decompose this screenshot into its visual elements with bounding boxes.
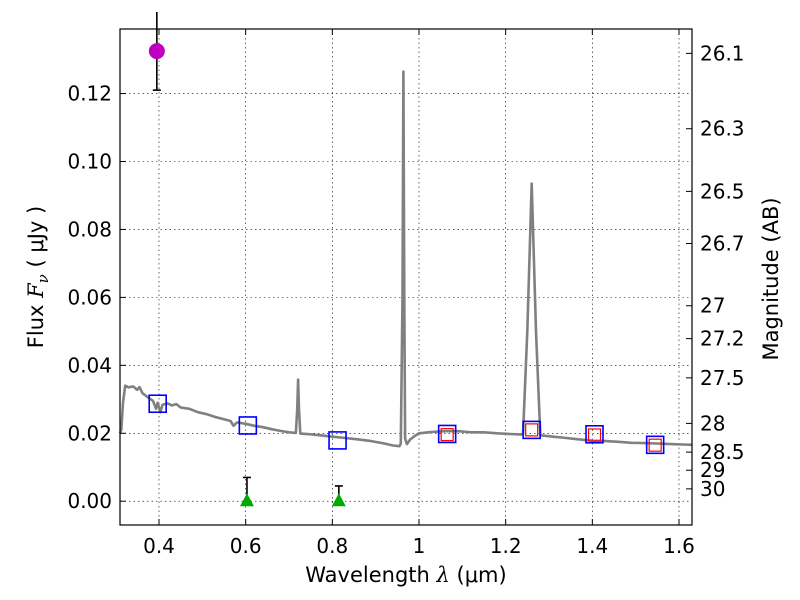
observed-photometry-square bbox=[648, 438, 662, 452]
plot-frame bbox=[119, 28, 693, 526]
magnitude-tick-label: 26.1 bbox=[700, 41, 745, 65]
y-axis-label-suffix: ( μJy ) bbox=[24, 206, 48, 274]
x-tick-label: 0.4 bbox=[143, 534, 175, 558]
magnitude-tick-label: 26.3 bbox=[700, 117, 745, 141]
x-axis-label: Wavelength λ (μm) bbox=[305, 563, 506, 587]
magnitude-tick-label: 28.5 bbox=[700, 440, 745, 464]
y-axis-label: Flux Fν ( μJy ) bbox=[24, 206, 52, 348]
magnitude-tick-label: 27.2 bbox=[700, 327, 745, 351]
y-axis-label-symbol: F bbox=[24, 282, 48, 299]
y-tick-label: 0.08 bbox=[67, 217, 112, 241]
upper-limit-marker bbox=[239, 493, 254, 507]
upper-limit-marker bbox=[331, 493, 346, 507]
x-axis-label-symbol: λ bbox=[436, 563, 450, 587]
y-tick-label: 0.00 bbox=[67, 489, 112, 513]
x-tick-label: 0.6 bbox=[230, 534, 262, 558]
y-tick-label: 0.02 bbox=[67, 421, 112, 445]
model-photometry-square bbox=[585, 424, 604, 444]
y-axis-label-subscript: ν bbox=[34, 274, 52, 283]
model-photometry-square bbox=[522, 420, 541, 440]
x-axis-label-suffix: (μm) bbox=[450, 563, 507, 587]
x-tick-label: 1.2 bbox=[490, 534, 522, 558]
magnitude-tick-label: 29 bbox=[700, 458, 725, 482]
ticks-layer: 0.4 0.6 0.8 1 1.2 1.4 1.6 0.00 0.02 0.04 0.06 0.08 0… bbox=[67, 29, 745, 558]
model-photometry-square bbox=[645, 435, 665, 455]
x-tick-label: 1.6 bbox=[663, 534, 695, 558]
observed-photometry-square bbox=[525, 423, 539, 437]
x-tick-label: 1 bbox=[413, 534, 426, 558]
observed-photometry-square bbox=[587, 428, 602, 442]
observed-photometry-square bbox=[440, 428, 454, 442]
magnitude-axis-label: Magnitude (AB) bbox=[759, 197, 783, 360]
magnitude-tick-label: 27.5 bbox=[700, 366, 745, 390]
y-tick-label: 0.04 bbox=[67, 353, 112, 377]
detection-point bbox=[148, 43, 165, 60]
y-tick-label: 0.10 bbox=[67, 149, 112, 173]
magnitude-tick-label: 26.5 bbox=[700, 179, 745, 203]
y-axis-label-prefix: Flux bbox=[24, 298, 48, 348]
y-tick-label: 0.06 bbox=[67, 285, 112, 309]
x-tick-label: 0.8 bbox=[316, 534, 348, 558]
grid-layer bbox=[120, 29, 692, 525]
x-tick-label: 1.4 bbox=[576, 534, 608, 558]
series-layer bbox=[118, 12, 693, 507]
magnitude-tick-label: 30 bbox=[700, 477, 725, 501]
model-photometry-square bbox=[238, 416, 258, 435]
magnitude-tick-label: 26.7 bbox=[700, 232, 745, 256]
magnitude-tick-label: 27 bbox=[700, 294, 725, 318]
model-photometry-square bbox=[148, 394, 167, 414]
x-axis-label-prefix: Wavelength bbox=[305, 563, 436, 587]
spectrum-line bbox=[118, 70, 693, 448]
model-photometry-square bbox=[328, 431, 347, 450]
y-tick-label: 0.12 bbox=[67, 82, 112, 106]
magnitude-tick-label: 28 bbox=[700, 411, 725, 435]
model-photometry-square bbox=[437, 424, 457, 444]
